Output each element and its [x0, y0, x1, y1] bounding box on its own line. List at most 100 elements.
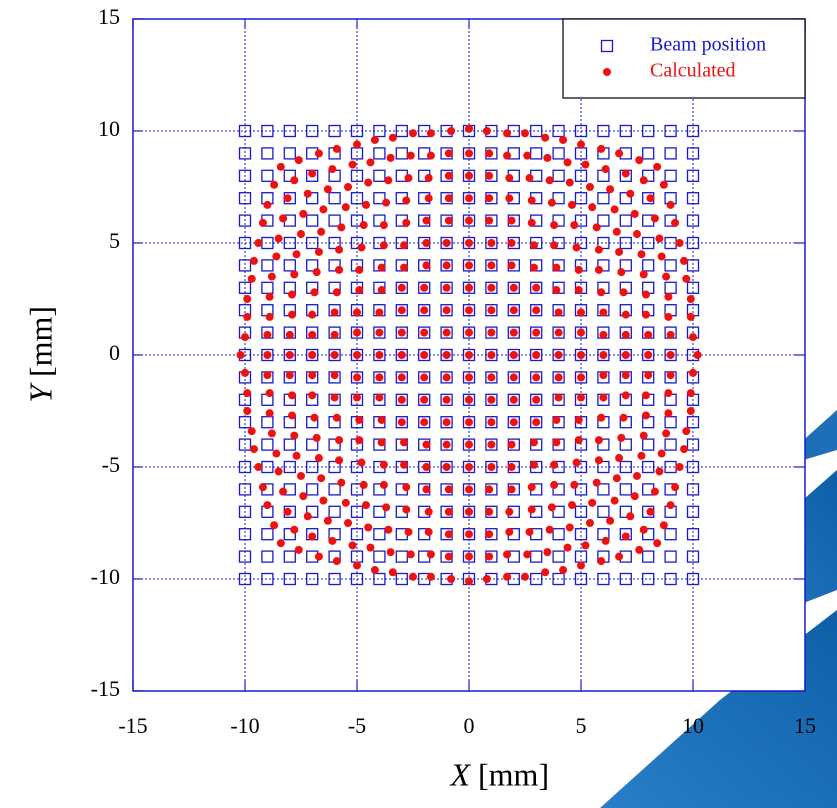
- dot-marker: [581, 160, 590, 169]
- square-marker: [686, 147, 700, 160]
- square-marker: [261, 281, 274, 294]
- square-marker: [328, 259, 341, 272]
- dot-marker: [312, 268, 321, 277]
- dot-marker: [308, 391, 317, 400]
- dot-marker: [422, 216, 431, 225]
- square-marker: [462, 371, 476, 384]
- dot-marker: [409, 129, 417, 138]
- square-marker: [350, 483, 364, 496]
- square-marker: [574, 192, 588, 205]
- square-marker: [552, 326, 565, 339]
- dot-marker: [594, 265, 603, 274]
- dot-marker: [552, 415, 561, 424]
- dot-marker: [442, 440, 451, 449]
- dot-marker: [364, 178, 373, 187]
- dot-marker: [574, 286, 583, 295]
- square-marker: [686, 460, 700, 474]
- dot-marker: [606, 185, 615, 194]
- dot-marker: [532, 283, 541, 292]
- dot-marker: [274, 234, 283, 243]
- dot-marker: [310, 413, 319, 422]
- dot-marker: [465, 485, 473, 494]
- dot-marker: [288, 411, 297, 420]
- dot-marker: [420, 328, 429, 337]
- square-marker: [283, 124, 296, 138]
- square-marker: [350, 505, 364, 518]
- square-marker: [552, 483, 565, 496]
- dot-marker: [348, 160, 357, 169]
- dot-marker: [424, 527, 433, 536]
- dot-marker: [465, 530, 473, 539]
- legend: Beam position Calculated: [562, 18, 806, 99]
- dot-marker: [545, 176, 554, 185]
- square-marker: [261, 416, 274, 429]
- square-marker: [306, 236, 319, 250]
- square-marker: [597, 192, 610, 205]
- square-marker: [238, 550, 252, 563]
- dot-marker: [397, 373, 406, 382]
- square-marker: [350, 528, 364, 541]
- dot-marker: [330, 371, 339, 380]
- dot-marker: [330, 330, 339, 339]
- dot-marker: [310, 288, 319, 297]
- dot-marker: [276, 162, 285, 171]
- dot-marker: [639, 270, 648, 279]
- dot-marker: [288, 310, 297, 319]
- dot-marker: [465, 328, 473, 337]
- square-marker: [597, 505, 610, 518]
- dot-marker: [424, 507, 433, 516]
- square-marker: [373, 483, 386, 496]
- dot-marker: [507, 440, 516, 449]
- x-tick-label: -5: [348, 713, 366, 738]
- square-marker: [462, 438, 476, 451]
- square-marker: [619, 192, 632, 205]
- dot-marker: [485, 485, 494, 494]
- dot-marker: [686, 407, 695, 415]
- square-marker: [619, 572, 632, 586]
- dot-marker: [527, 218, 536, 227]
- square-marker: [328, 505, 341, 518]
- dot-marker: [659, 180, 668, 189]
- dot-marker: [527, 505, 536, 514]
- square-marker: [261, 124, 274, 138]
- square-marker: [350, 572, 364, 586]
- square-marker: [574, 572, 588, 586]
- dot-marker: [626, 512, 635, 521]
- square-marker: [485, 304, 498, 317]
- square-marker: [440, 371, 453, 384]
- dot-marker: [487, 239, 496, 247]
- dot-marker: [465, 194, 473, 203]
- dot-marker: [426, 129, 435, 138]
- square-marker: [485, 460, 498, 474]
- square-marker: [485, 259, 498, 272]
- square-marker: [350, 236, 364, 250]
- dot-marker: [361, 200, 370, 209]
- square-marker: [350, 214, 364, 227]
- square-marker: [238, 214, 252, 227]
- square-marker: [328, 192, 341, 205]
- dot-marker: [686, 295, 695, 303]
- dot-marker: [353, 351, 361, 359]
- dot-marker: [341, 498, 350, 507]
- dot-marker: [644, 351, 653, 359]
- dot-marker: [308, 532, 317, 541]
- dot-marker: [370, 135, 379, 144]
- square-marker: [597, 572, 610, 586]
- dot-marker: [682, 274, 691, 283]
- dot-marker: [442, 239, 451, 247]
- dot-marker: [379, 480, 388, 489]
- dot-marker: [249, 256, 258, 265]
- dot-marker: [612, 227, 621, 236]
- square-marker: [552, 147, 565, 160]
- dot-marker: [290, 431, 299, 440]
- y-axis-unit: [mm]: [22, 306, 58, 377]
- square-marker: [440, 281, 453, 294]
- dot-marker: [507, 463, 516, 471]
- dot-marker: [402, 218, 411, 227]
- square-marker: [485, 348, 498, 362]
- dot-marker: [258, 483, 267, 492]
- dot-marker: [529, 460, 538, 469]
- square-marker: [261, 550, 274, 563]
- dot-marker: [641, 290, 650, 299]
